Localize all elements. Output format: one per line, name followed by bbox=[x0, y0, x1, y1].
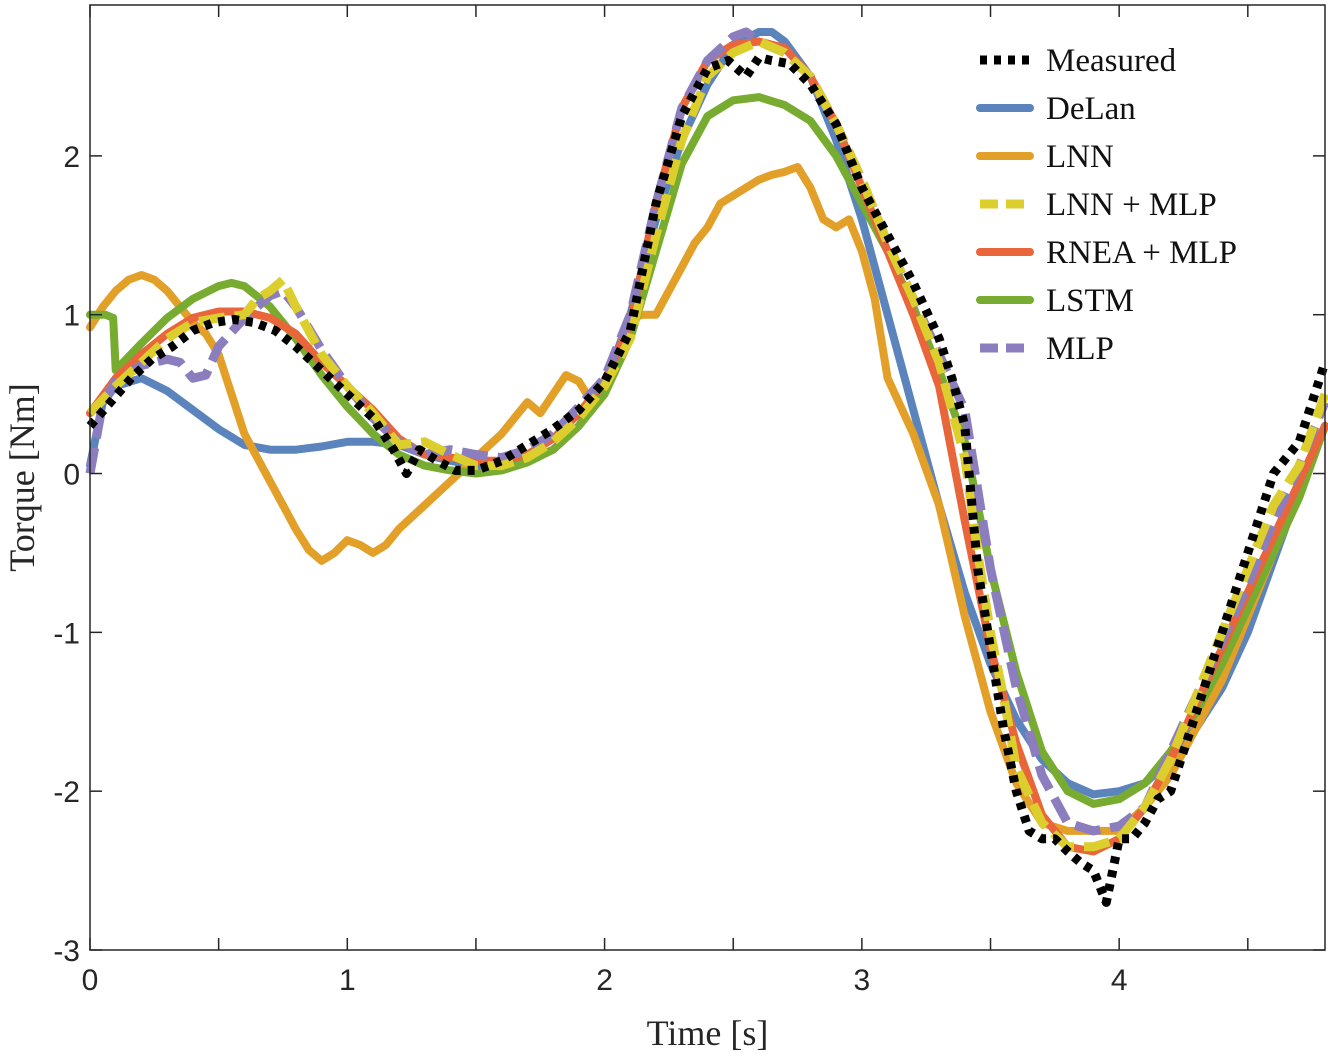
legend-label-lstm: LSTM bbox=[1046, 283, 1134, 319]
legend-label-lnn-mlp: LNN + MLP bbox=[1046, 187, 1217, 223]
y-tick-label: -1 bbox=[53, 617, 80, 650]
legend-label-mlp: MLP bbox=[1046, 331, 1114, 367]
y-axis-title: Torque [Nm] bbox=[2, 383, 42, 571]
series-line-measured bbox=[86, 52, 1328, 907]
y-tick-label: -2 bbox=[53, 776, 80, 809]
series-layer bbox=[85, 27, 1328, 907]
legend-label-rnea-mlp: RNEA + MLP bbox=[1046, 235, 1237, 271]
series-line-mlp bbox=[85, 27, 1328, 836]
x-tick-label: 0 bbox=[82, 964, 99, 997]
legend-label-lnn: LNN bbox=[1046, 139, 1114, 175]
legend-label-delan: DeLan bbox=[1046, 91, 1136, 127]
x-tick-label: 4 bbox=[1111, 964, 1128, 997]
series-line-delan bbox=[86, 28, 1328, 799]
y-tick-label: -3 bbox=[53, 935, 80, 968]
x-tick-label: 3 bbox=[854, 964, 871, 997]
x-tick-label: 1 bbox=[339, 964, 356, 997]
x-axis-title: Time [s] bbox=[647, 1013, 769, 1053]
y-tick-label: 1 bbox=[63, 300, 80, 333]
y-tick-label: 0 bbox=[63, 459, 80, 492]
axes-box bbox=[89, 4, 1326, 951]
ticks-layer: 0 1 2 3 4 -3 -2 -1 0 1 2 bbox=[53, 5, 1325, 997]
series-line-lnn-mlp bbox=[86, 37, 1328, 852]
legend-label-measured: Measured bbox=[1046, 43, 1177, 79]
legend: Measured DeLan LNN LNN + MLP RNEA + MLP LSTM M… bbox=[976, 43, 1237, 367]
x-tick-label: 2 bbox=[596, 964, 613, 997]
y-tick-label: 2 bbox=[63, 141, 80, 174]
